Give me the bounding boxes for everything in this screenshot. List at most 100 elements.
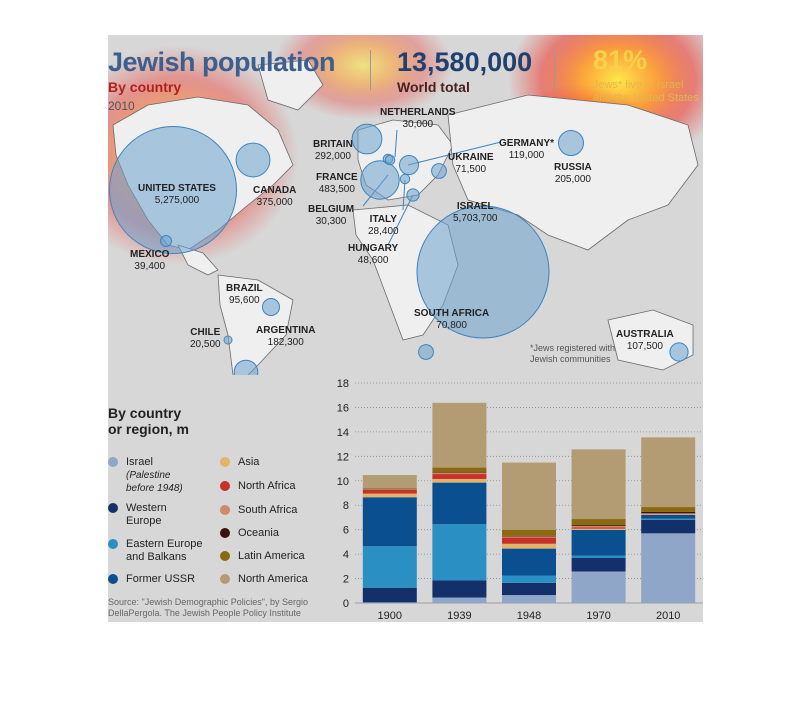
bar-segment xyxy=(432,474,487,479)
legend-swatch xyxy=(108,503,118,513)
legend-label: Oceania xyxy=(238,527,279,539)
legend-sublabel: before 1948) xyxy=(126,483,183,494)
bubble-france xyxy=(360,160,400,200)
bar-segment xyxy=(571,525,626,526)
country-value: 30,300 xyxy=(315,216,347,227)
leader-italy xyxy=(402,179,406,211)
y-tick-label: 4 xyxy=(343,549,349,561)
map-label-netherlands: NETHERLANDS 30,000 xyxy=(380,107,456,131)
share-label: Jews* live in Israel and the United Stat… xyxy=(593,79,699,105)
map-label-chile: CHILE 20,500 xyxy=(190,327,221,351)
bar-segment xyxy=(502,582,556,596)
country-value: 119,000 xyxy=(508,150,545,161)
legend-sublabel: (Palestine xyxy=(126,470,171,481)
map-label-canada: CANADA 375,000 xyxy=(253,185,296,209)
bubble-hungary xyxy=(406,188,420,202)
bar-segment xyxy=(571,527,626,529)
legend-label: North Africa xyxy=(238,480,296,492)
bar-segment xyxy=(641,533,696,603)
y-tick-label: 18 xyxy=(337,378,349,390)
source-note: Source: "Jewish Demographic Policies", b… xyxy=(108,597,308,619)
map-label-britain: BRITAIN 292,000 xyxy=(313,139,353,163)
world-map xyxy=(108,35,703,375)
share-label-line: and the United States xyxy=(593,92,699,104)
bubble-mexico xyxy=(160,235,172,247)
y-tick-label: 12 xyxy=(337,451,349,463)
bar-segment xyxy=(502,462,556,530)
legend-title-line: or region, m xyxy=(108,421,189,437)
bar-segment xyxy=(432,472,487,475)
country-name: RUSSIA xyxy=(554,162,592,173)
bar-segment xyxy=(362,489,417,494)
legend-label: Europe xyxy=(126,515,162,527)
legend-swatch xyxy=(108,574,118,584)
bar-segment xyxy=(502,537,556,544)
bubble-canada xyxy=(235,142,271,178)
x-tick-label: 1939 xyxy=(447,610,471,622)
map-label-ukraine: UKRAINE 71,500 xyxy=(448,152,494,176)
country-name: AUSTRALIA xyxy=(616,329,674,340)
bar-segment xyxy=(362,493,417,498)
legend-label: Eastern Europe xyxy=(126,538,203,550)
y-tick-label: 16 xyxy=(337,402,349,414)
legend-label: Latin America xyxy=(238,550,305,562)
x-tick-label: 1900 xyxy=(378,610,402,622)
map-footnote-line: *Jews registered with xyxy=(530,343,616,353)
bar-segment xyxy=(502,575,556,583)
bar-segment xyxy=(641,511,696,514)
map-label-italy: ITALY 28,400 xyxy=(368,214,399,238)
legend-swatch xyxy=(220,528,230,538)
share-label-line: Jews* live in Israel xyxy=(593,79,684,91)
country-value: 28,400 xyxy=(368,226,399,237)
legend-label: Western xyxy=(126,502,167,514)
bubble-ukraine xyxy=(431,163,447,179)
y-tick-label: 6 xyxy=(343,525,349,537)
source-line: Source: "Jewish Demographic Policies", b… xyxy=(108,597,308,607)
bubble-britain xyxy=(351,123,383,155)
country-value: 48,600 xyxy=(357,255,389,266)
country-name: ITALY xyxy=(369,214,397,225)
legend-label: North America xyxy=(238,573,308,585)
country-value: 182,300 xyxy=(267,337,304,348)
map-label-south-africa: SOUTH AFRICA 70,800 xyxy=(414,308,489,332)
map-label-france: FRANCE 483,500 xyxy=(316,172,358,196)
country-name: HUNGARY xyxy=(348,243,399,254)
map-label-belgium: BELGIUM 30,300 xyxy=(308,204,354,228)
country-value: 30,000 xyxy=(402,119,434,130)
country-name: SOUTH AFRICA xyxy=(414,308,490,319)
country-name: BRAZIL xyxy=(226,283,263,294)
bar-segment xyxy=(571,519,626,526)
y-tick-label: 14 xyxy=(337,427,349,439)
map-label-argentina: ARGENTINA 182,300 xyxy=(256,325,315,349)
world-total-value: 13,580,000 xyxy=(397,47,533,77)
bar-segment xyxy=(641,518,696,520)
x-tick-label: 1970 xyxy=(586,610,610,622)
bar-segment xyxy=(641,519,696,534)
country-value: 375,000 xyxy=(256,197,293,208)
country-name: ARGENTINA xyxy=(256,325,316,336)
y-tick-label: 2 xyxy=(343,574,349,586)
legend-swatch xyxy=(220,551,230,561)
bar-segment xyxy=(571,526,626,528)
country-name: UKRAINE xyxy=(448,152,494,163)
bubble-brazil xyxy=(262,298,280,316)
central-america-shape xyxy=(177,244,219,276)
bar-segment xyxy=(641,437,696,508)
x-tick-label: 1948 xyxy=(517,610,541,622)
country-name: BRITAIN xyxy=(313,139,353,150)
bubble-chile xyxy=(223,335,233,345)
year-label: 2010 xyxy=(108,99,135,113)
bubble-united-states xyxy=(109,126,237,254)
bar-segment xyxy=(432,482,487,525)
country-value: 5,275,000 xyxy=(154,195,200,206)
legend-swatch xyxy=(108,457,118,467)
bar-segment xyxy=(362,489,417,490)
legend-label: South Africa xyxy=(238,504,298,516)
map-footnote: *Jews registered with Jewish communities xyxy=(530,343,615,365)
legend-swatch xyxy=(220,481,230,491)
bar-segment xyxy=(571,529,626,556)
legend-swatch xyxy=(220,574,230,584)
country-name: UNITED STATES xyxy=(138,183,216,194)
country-value: 95,600 xyxy=(229,295,260,306)
bar-segment xyxy=(502,536,556,538)
